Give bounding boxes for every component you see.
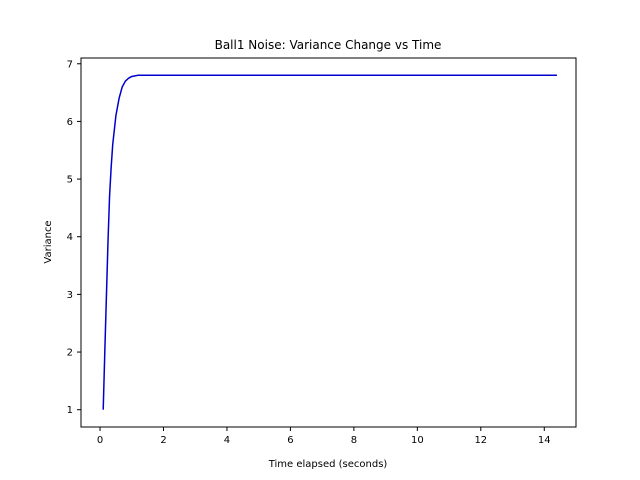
series-line-variance <box>102 74 557 410</box>
x-tick-label: 4 <box>224 435 230 446</box>
y-axis-ticks: 1 2 3 4 5 6 7 <box>67 59 81 416</box>
x-axis-ticks: 0 2 4 6 8 10 12 14 <box>97 427 551 446</box>
x-tick-label: 14 <box>538 435 551 446</box>
chart-title: Ball1 Noise: Variance Change vs Time <box>215 38 442 52</box>
x-tick-label: 12 <box>474 435 487 446</box>
x-tick-label: 6 <box>287 435 293 446</box>
y-tick-label: 1 <box>67 405 73 416</box>
y-tick-label: 7 <box>67 59 73 70</box>
x-tick-label: 10 <box>411 435 424 446</box>
y-tick-label: 3 <box>67 290 73 301</box>
y-tick-label: 2 <box>67 348 73 359</box>
x-tick-label: 8 <box>351 435 357 446</box>
y-axis-label: Variance <box>43 220 54 263</box>
y-tick-label: 5 <box>67 175 73 186</box>
plot-area <box>81 58 576 427</box>
x-tick-label: 0 <box>97 435 103 446</box>
y-tick-label: 6 <box>67 117 73 128</box>
x-axis-label: Time elapsed (seconds) <box>268 459 388 470</box>
y-tick-label: 4 <box>67 232 73 243</box>
plot-frame <box>80 57 577 428</box>
x-tick-label: 2 <box>160 435 166 446</box>
